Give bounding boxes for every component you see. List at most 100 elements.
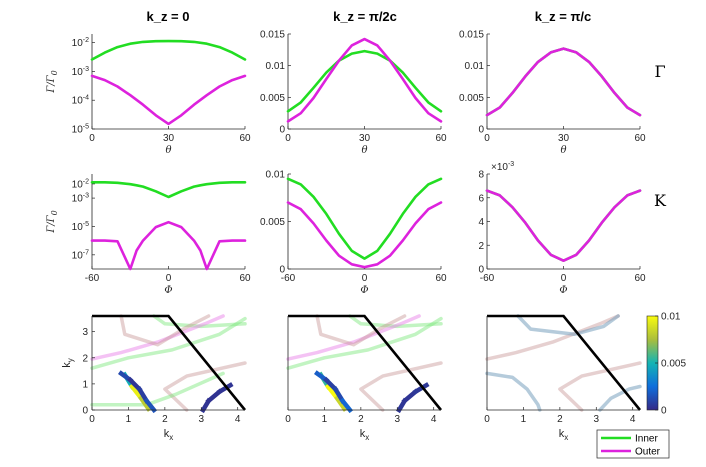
y-tick-label: 1 — [82, 379, 88, 390]
fermi-surface-both — [516, 314, 620, 337]
fermi-surface-outer — [485, 314, 620, 361]
zone-boundary — [487, 314, 642, 411]
fermi-surface-outer — [359, 361, 443, 412]
y-tick-label: 0 — [478, 265, 484, 276]
fermi-surface-outer — [286, 314, 421, 361]
y-tick-label: 10-4 — [72, 95, 89, 107]
colorbar-tick-label: 0.01 — [661, 312, 681, 323]
rate-segment — [324, 383, 341, 402]
y-tick-label: 0.005 — [260, 217, 285, 228]
x-tick-label: 0 — [561, 273, 567, 284]
y-tick-label: 10-3 — [72, 66, 89, 78]
colorbar-tick-label: 0.005 — [661, 359, 686, 370]
fermi-surface-outer — [315, 314, 407, 347]
y-axis-label: ky — [61, 358, 75, 368]
rate-segment — [401, 388, 419, 405]
column-title-kz-0: k_z = 0 — [146, 9, 189, 24]
fermi-surface-outer — [163, 361, 247, 412]
x-tick-label: 4 — [630, 414, 636, 425]
fermi-surface-outer — [558, 361, 642, 412]
rate-segment — [128, 383, 145, 402]
x-axis-label: kx — [360, 428, 370, 442]
column-title-kz-pi-c: k_z = π/c — [535, 9, 592, 24]
legend-label-outer: Outer — [635, 447, 661, 458]
series-inner — [286, 177, 443, 260]
annotations-layer: k_z = 0 k_z = π/2c k_z = π/c Γ K — [146, 9, 667, 210]
y-tick-label: 4 — [478, 217, 484, 228]
row-label-gamma: Γ — [654, 62, 665, 81]
x-tick-label: 30 — [359, 133, 371, 144]
series-outer — [90, 220, 247, 271]
y-tick-label: 0 — [82, 406, 88, 417]
x-axis-label: θ — [165, 145, 171, 156]
y-tick-label: 10-2 — [72, 37, 89, 49]
x-tick-label: 60 — [634, 273, 646, 284]
rate-segment — [412, 382, 430, 395]
x-tick-label: 60 — [239, 133, 251, 144]
y-tick-label: 0.015 — [459, 30, 484, 41]
panel-1: 0 30 60 10-2 10-3 10-4 10-5 θ Γ/Γ0 — [46, 34, 251, 156]
panel-3: 0 30 60 0 0.005 0.01 0.015 θ — [459, 30, 646, 157]
fermi-surface-inner — [152, 314, 247, 329]
y-tick-label: 0.01 — [465, 61, 485, 72]
rate-segment — [138, 395, 152, 412]
x-tick-label: 2 — [162, 414, 168, 425]
rate-segment — [205, 388, 223, 405]
x-tick-label: 0 — [285, 133, 291, 144]
rate-segment — [216, 382, 234, 395]
fermi-surface-inner — [348, 314, 443, 329]
colorbar: 0.01 0.005 0 — [646, 312, 686, 417]
x-tick-label: 0 — [166, 273, 172, 284]
panel-8: 0 1 2 3 4 kx — [285, 314, 443, 442]
colorbar-tick-label: 0 — [661, 406, 667, 417]
y-tick-label: 0.005 — [260, 93, 285, 104]
series-outer — [485, 47, 642, 117]
rate-segment — [143, 397, 158, 414]
y-tick-label: 6 — [478, 193, 484, 204]
x-tick-label: 3 — [395, 414, 401, 425]
fermi-surface-both — [485, 371, 542, 412]
x-tick-label: 60 — [435, 133, 447, 144]
fermi-surface-outer — [119, 314, 211, 347]
x-tick-label: 60 — [634, 133, 646, 144]
y-tick-label: 10-3 — [72, 193, 89, 205]
panel-7: 0 1 2 3 4 0 1 2 3 kx ky — [61, 314, 247, 442]
rate-segment — [136, 386, 150, 404]
x-axis-label: Φ — [360, 285, 368, 296]
series-inner — [485, 189, 642, 263]
panel-4: -60 0 60 10-2 10-3 10-5 10-7 Φ Γ/Γ0 — [46, 174, 251, 296]
series-inner — [90, 39, 247, 61]
y-tick-label: 0.01 — [266, 61, 286, 72]
x-axis-label: θ — [560, 145, 566, 156]
x-tick-label: 30 — [558, 133, 570, 144]
x-tick-label: 1 — [126, 414, 132, 425]
y-tick-label: 0 — [279, 265, 285, 276]
legend-box — [596, 429, 670, 459]
y-tick-label: 2 — [478, 241, 484, 252]
y-tick-label: 0.005 — [459, 93, 484, 104]
fermi-surface-inner — [286, 316, 443, 370]
x-tick-label: 2 — [358, 414, 364, 425]
x-tick-label: 0 — [362, 273, 368, 284]
y-tick-label: 0 — [478, 125, 484, 136]
x-tick-label: -60 — [281, 273, 296, 284]
fermi-surface-inner — [90, 316, 247, 370]
y-tick-label: 10-7 — [72, 249, 89, 261]
x-axis-label: kx — [559, 428, 569, 442]
x-tick-label: 1 — [322, 414, 328, 425]
y-tick-label: 3 — [82, 327, 88, 338]
x-tick-label: 2 — [557, 414, 563, 425]
y-axis-label: Γ/Γ0 — [46, 70, 59, 93]
fermi-surface-inner — [90, 371, 225, 407]
x-tick-label: 3 — [594, 414, 600, 425]
y-tick-label: 10-5 — [72, 124, 89, 136]
x-tick-label: 4 — [235, 414, 241, 425]
x-tick-label: 0 — [484, 414, 490, 425]
panel-9: 0 1 2 3 4 kx — [484, 314, 642, 442]
legend: Inner Outer — [596, 429, 670, 459]
x-tick-label: 0 — [89, 133, 95, 144]
